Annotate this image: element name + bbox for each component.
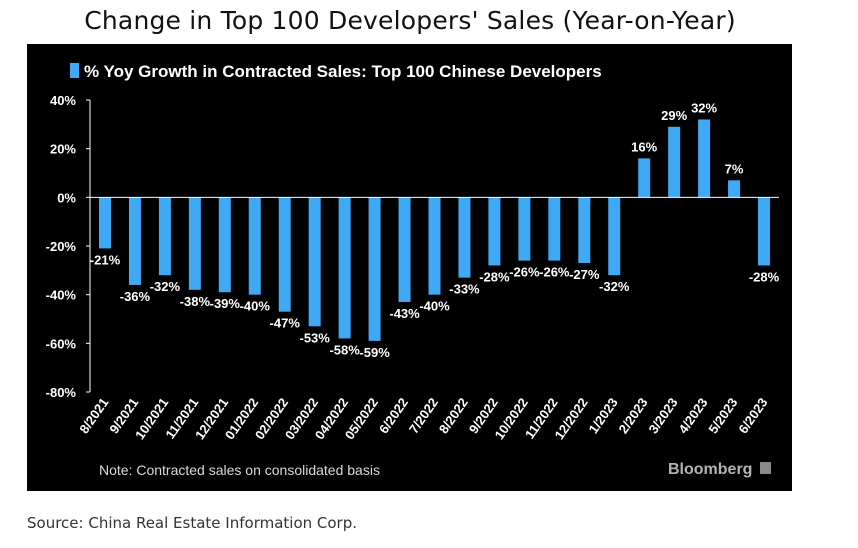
bars <box>98 119 771 341</box>
bar <box>398 197 411 302</box>
data-label: -53% <box>299 330 330 345</box>
bar <box>608 197 621 276</box>
bar <box>578 197 591 264</box>
bar <box>308 197 321 327</box>
x-tick-label: 8/2021 <box>76 395 111 436</box>
data-label: -40% <box>419 299 450 314</box>
x-tick-label: 4/2023 <box>675 395 710 436</box>
data-label: 32% <box>691 100 717 115</box>
legend-label: % Yoy Growth in Contracted Sales: Top 10… <box>84 62 602 81</box>
data-label: -28% <box>749 269 780 284</box>
legend-swatch <box>70 63 79 78</box>
bar <box>98 197 111 249</box>
bar <box>548 197 561 261</box>
data-label: -27% <box>569 267 600 282</box>
chart-note: Note: Contracted sales on consolidated b… <box>99 462 380 478</box>
x-axis: 8/20219/202110/202111/202112/202101/2022… <box>76 196 779 442</box>
x-tick-label: 5/2023 <box>705 395 740 436</box>
bar <box>698 119 711 198</box>
x-tick-label: 8/2022 <box>436 395 471 436</box>
bar <box>338 197 351 339</box>
data-label: -38% <box>180 294 211 309</box>
y-tick-label: 0% <box>57 190 76 205</box>
bar <box>278 197 291 312</box>
data-label: -26% <box>509 265 540 280</box>
brand-name: Bloomberg <box>668 461 752 478</box>
data-label: -32% <box>599 279 630 294</box>
bar <box>158 197 171 276</box>
data-label: -32% <box>150 279 181 294</box>
bar <box>488 197 501 266</box>
bar <box>218 197 231 293</box>
data-label: -58% <box>329 342 360 357</box>
data-label: -40% <box>240 299 271 314</box>
bar <box>758 197 771 266</box>
bar <box>188 197 201 290</box>
data-label: 7% <box>725 161 744 176</box>
x-tick-label: 3/2023 <box>646 395 681 436</box>
x-tick-label: 2/2023 <box>616 395 651 436</box>
x-tick-label: 1/2023 <box>586 395 621 436</box>
y-tick-label: -80% <box>46 385 77 400</box>
bar <box>668 126 681 198</box>
data-label: -28% <box>479 269 510 284</box>
source-caption: Source: China Real Estate Information Co… <box>27 514 358 532</box>
data-label: -47% <box>270 316 301 331</box>
y-tick-label: -40% <box>46 288 77 303</box>
data-label: -36% <box>120 289 151 304</box>
page-title: Change in Top 100 Developers' Sales (Yea… <box>84 6 736 35</box>
y-tick-label: -20% <box>46 239 77 254</box>
bar <box>248 197 261 295</box>
data-label: -39% <box>210 296 241 311</box>
data-label: -33% <box>449 282 480 297</box>
data-label: 16% <box>631 139 657 154</box>
data-labels: -21%-36%-32%-38% -39% -40%-47%-53%-58% -59%… <box>90 100 780 359</box>
brand-mark-icon <box>760 462 771 474</box>
bar <box>428 197 441 295</box>
y-tick-label: 20% <box>50 142 76 157</box>
x-tick-label: 6/2022 <box>376 395 411 436</box>
x-tick-label: 6/2023 <box>735 395 770 436</box>
bar <box>368 197 381 341</box>
y-tick-label: -60% <box>46 336 77 351</box>
bar <box>458 197 471 278</box>
data-label: -43% <box>389 306 420 321</box>
bar <box>638 158 651 198</box>
bloomberg-logo: Bloomberg <box>668 461 771 478</box>
bar-chart: % Yoy Growth in Contracted Sales: Top 10… <box>46 62 780 478</box>
bar <box>518 197 531 261</box>
data-label: -59% <box>359 345 390 360</box>
bar <box>728 180 741 198</box>
data-label: -26% <box>539 265 570 280</box>
data-label: 29% <box>661 108 687 123</box>
y-tick-label: 40% <box>50 93 76 108</box>
data-label: -21% <box>90 252 121 267</box>
chart-panel: % Yoy Growth in Contracted Sales: Top 10… <box>27 44 792 491</box>
x-tick-label: 7/2022 <box>406 395 441 436</box>
y-axis: 40% 20% 0% -20% -40% -60% -80% <box>46 93 91 400</box>
bar <box>128 197 141 285</box>
